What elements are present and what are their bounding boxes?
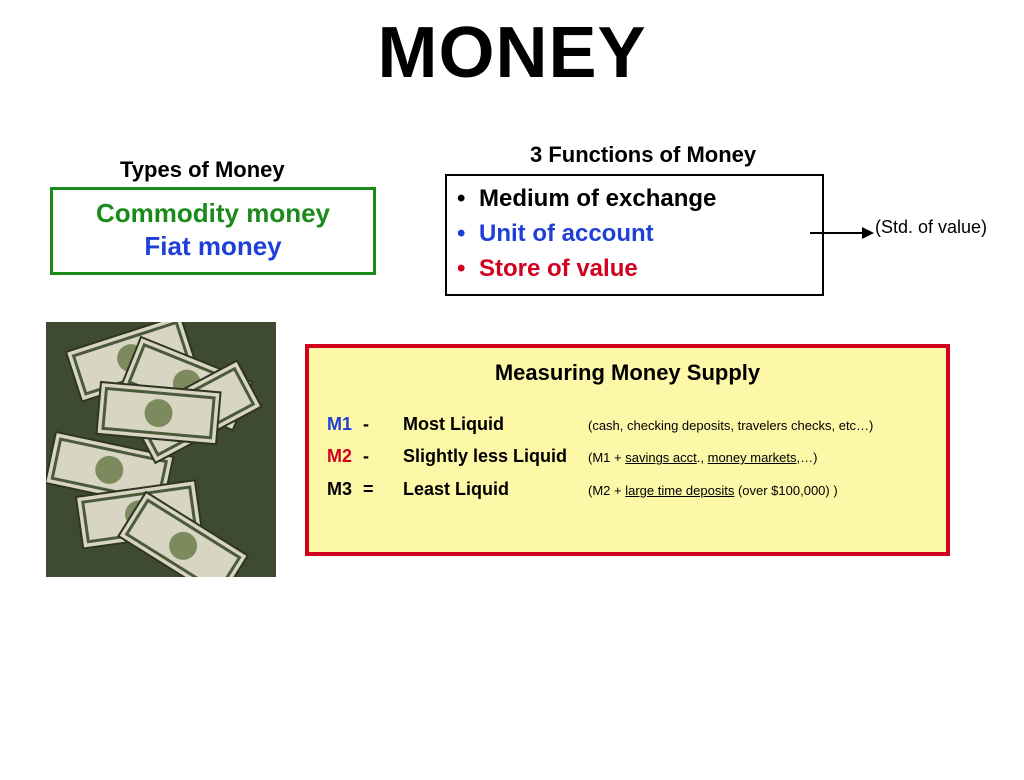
supply-row-m3: M3 = Least Liquid (M2 + large time depos… (327, 473, 928, 505)
money-supply-box: Measuring Money Supply M1 - Most Liquid … (305, 344, 950, 556)
supply-row-m1: M1 - Most Liquid (cash, checking deposit… (327, 408, 928, 440)
types-item-commodity: Commodity money (53, 198, 373, 229)
types-item-fiat: Fiat money (53, 231, 373, 262)
supply-sep: - (363, 408, 403, 440)
bullet-icon: • (457, 217, 479, 252)
functions-item-2: • Unit of account (457, 217, 812, 252)
std-of-value-note: (Std. of value) (875, 217, 987, 238)
money-pile-image (46, 322, 276, 577)
supply-detail-m3: (M2 + large time deposits (over $100,000… (588, 479, 838, 502)
types-heading: Types of Money (120, 157, 285, 183)
supply-desc-m1: Most Liquid (403, 408, 588, 440)
supply-desc-m3: Least Liquid (403, 473, 588, 505)
supply-row-m2: M2 - Slightly less Liquid (M1 + savings … (327, 440, 928, 472)
supply-desc-m2: Slightly less Liquid (403, 440, 588, 472)
supply-detail-m1: (cash, checking deposits, travelers chec… (588, 414, 873, 437)
supply-sep: - (363, 440, 403, 472)
supply-detail-m2: (M1 + savings acct., money markets,…) (588, 446, 817, 469)
functions-box: • Medium of exchange • Unit of account •… (445, 174, 824, 296)
bullet-icon: • (457, 182, 479, 217)
bullet-icon: • (457, 252, 479, 287)
functions-item-3: • Store of value (457, 252, 812, 287)
money-supply-title: Measuring Money Supply (327, 360, 928, 386)
supply-code-m2: M2 (327, 440, 363, 472)
functions-item-3-text: Store of value (479, 252, 638, 287)
page-title: MONEY (0, 12, 1024, 94)
functions-item-1-text: Medium of exchange (479, 182, 716, 217)
arrow-icon (808, 222, 876, 244)
supply-code-m3: M3 (327, 473, 363, 505)
supply-code-m1: M1 (327, 408, 363, 440)
supply-sep: = (363, 473, 403, 505)
types-box: Commodity money Fiat money (50, 187, 376, 275)
functions-heading: 3 Functions of Money (530, 142, 756, 168)
functions-item-2-text: Unit of account (479, 217, 654, 252)
functions-item-1: • Medium of exchange (457, 182, 812, 217)
